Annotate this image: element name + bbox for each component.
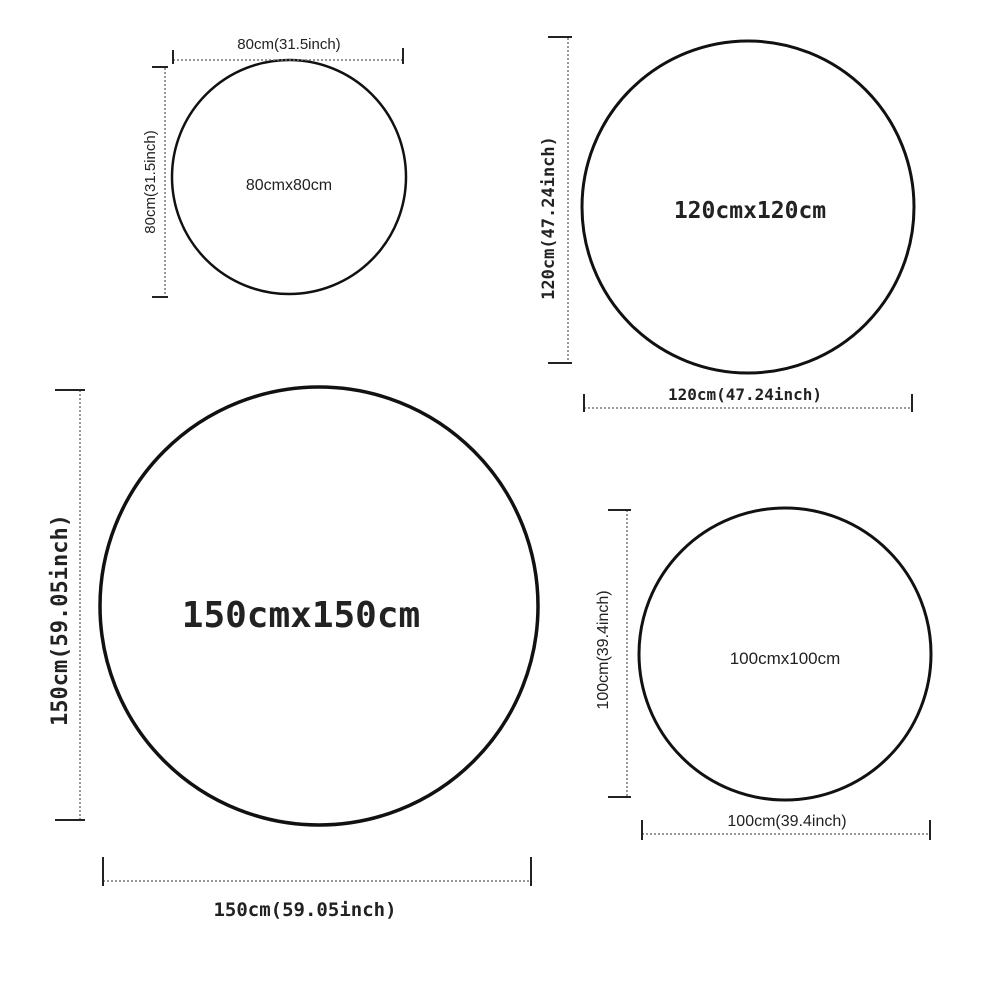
height-label: 150cm(59.05inch) [48,514,73,726]
circle-label: 80cmx80cm [246,177,332,194]
circle-120cm [580,39,916,375]
circle-label: 100cmx100cm [730,649,841,668]
circle-100cm [637,506,933,802]
height-label: 120cm(47.24inch) [539,136,559,300]
circle-120cm-group: 120cmx120cm 120cm(47.24inch) 120cm(47.24… [539,36,916,412]
circle-100cm-group: 100cmx100cm 100cm(39.4inch) 100cm(39.4in… [595,506,933,840]
circle-150cm [98,385,540,827]
width-label: 150cm(59.05inch) [213,899,396,921]
height-label: 80cm(31.5inch) [142,130,159,233]
circle-150cm-group: 150cmx150cm 150cm(59.05inch) 150cm(59.05… [48,385,540,921]
circle-label: 120cmx120cm [674,198,826,224]
width-label: 100cm(39.4inch) [727,813,846,830]
circle-label: 150cmx150cm [182,595,420,636]
width-label: 120cm(47.24inch) [668,385,822,404]
circle-80cm-group: 80cmx80cm 80cm(31.5inch) 80cm(31.5inch) [142,36,408,298]
height-label: 100cm(39.4inch) [595,590,612,709]
width-label: 80cm(31.5inch) [237,36,340,53]
